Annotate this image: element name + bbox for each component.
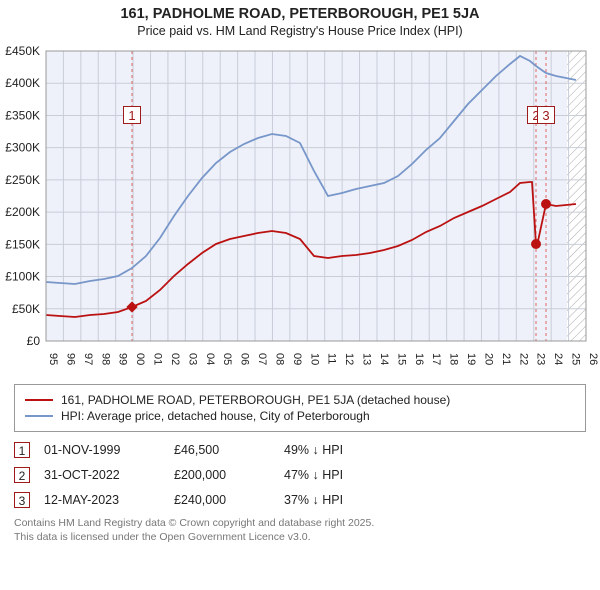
price-marker-2[interactable] xyxy=(531,239,541,249)
table-row-2-date: 31-OCT-2022 xyxy=(44,468,174,482)
legend-swatch-hpi xyxy=(25,415,53,417)
svg-text:99: 99 xyxy=(117,353,129,365)
svg-text:22: 22 xyxy=(517,353,529,365)
annotation-marker-1[interactable]: 1 xyxy=(123,106,141,124)
svg-text:01: 01 xyxy=(152,353,164,365)
svg-text:00: 00 xyxy=(134,353,146,365)
svg-text:96: 96 xyxy=(64,353,76,365)
svg-text:25: 25 xyxy=(570,353,582,365)
svg-text:£0: £0 xyxy=(27,334,41,348)
table-row-2-price: £200,000 xyxy=(174,468,284,482)
svg-text:95: 95 xyxy=(47,353,59,365)
future-hatch-pattern xyxy=(567,51,586,341)
svg-text:98: 98 xyxy=(99,353,111,365)
table-row-3-price: £240,000 xyxy=(174,493,284,507)
svg-text:26: 26 xyxy=(587,353,599,365)
svg-text:09: 09 xyxy=(291,353,303,365)
svg-text:£50K: £50K xyxy=(12,302,40,316)
svg-text:£450K: £450K xyxy=(5,46,40,58)
svg-text:04: 04 xyxy=(204,353,216,365)
table-row-1-price: £46,500 xyxy=(174,443,284,457)
table-row-3-hpi-diff: 37% ↓ HPI xyxy=(284,493,424,507)
svg-text:£200K: £200K xyxy=(5,205,40,219)
table-row-1: 1 01-NOV-1999 £46,500 49% ↓ HPI xyxy=(14,442,586,458)
svg-text:10: 10 xyxy=(308,353,320,365)
svg-text:08: 08 xyxy=(273,353,285,365)
svg-text:£300K: £300K xyxy=(5,141,40,155)
table-row-1-number: 1 xyxy=(14,442,30,458)
svg-text:24: 24 xyxy=(552,353,564,365)
annotation-marker-3[interactable]: 3 xyxy=(537,106,555,124)
chart-footer: Contains HM Land Registry data © Crown c… xyxy=(14,517,586,544)
table-row-3-date: 12-MAY-2023 xyxy=(44,493,174,507)
table-row-2: 2 31-OCT-2022 £200,000 47% ↓ HPI xyxy=(14,467,586,483)
svg-text:11: 11 xyxy=(326,353,338,364)
svg-text:03: 03 xyxy=(186,353,198,365)
svg-text:12: 12 xyxy=(343,353,355,365)
svg-text:£100K: £100K xyxy=(5,270,40,284)
svg-text:06: 06 xyxy=(239,353,251,365)
svg-text:18: 18 xyxy=(448,353,460,365)
y-axis-labels: £0 £50K £100K £150K £200K £250K £300K £350K £400… xyxy=(5,46,40,348)
legend-row-price-paid: 161, PADHOLME ROAD, PETERBOROUGH, PE1 5J… xyxy=(25,393,575,407)
legend-swatch-price-paid xyxy=(25,399,53,401)
chart-titles: 161, PADHOLME ROAD, PETERBOROUGH, PE1 5J… xyxy=(0,0,600,38)
svg-text:16: 16 xyxy=(413,353,425,365)
chart-subtitle: Price paid vs. HM Land Registry's House … xyxy=(0,24,600,38)
svg-text:14: 14 xyxy=(378,353,390,365)
footer-line-2: This data is licensed under the Open Gov… xyxy=(14,531,586,545)
table-row-2-number: 2 xyxy=(14,467,30,483)
table-row-1-date: 01-NOV-1999 xyxy=(44,443,174,457)
chart-title: 161, PADHOLME ROAD, PETERBOROUGH, PE1 5J… xyxy=(0,6,600,22)
chart-page: { "title": "161, PADHOLME ROAD, PETERBOR… xyxy=(0,0,600,590)
svg-text:£350K: £350K xyxy=(5,108,40,122)
chart-legend: 161, PADHOLME ROAD, PETERBOROUGH, PE1 5J… xyxy=(14,384,586,432)
svg-text:20: 20 xyxy=(482,353,494,365)
table-row-3-number: 3 xyxy=(14,492,30,508)
svg-text:21: 21 xyxy=(500,353,512,365)
svg-text:£150K: £150K xyxy=(5,237,40,251)
legend-row-hpi: HPI: Average price, detached house, City… xyxy=(25,409,575,423)
svg-text:£400K: £400K xyxy=(5,76,40,90)
footer-line-1: Contains HM Land Registry data © Crown c… xyxy=(14,517,586,531)
table-row-2-hpi-diff: 47% ↓ HPI xyxy=(284,468,424,482)
plot-background xyxy=(46,51,586,341)
chart-area: £0 £50K £100K £150K £200K £250K £300K £350K £400… xyxy=(0,46,600,376)
x-axis-labels: 95 96 97 98 99 00 01 02 03 04 05 06 07 08 09 10 11 12 13 14… xyxy=(47,353,599,365)
svg-text:23: 23 xyxy=(535,353,547,365)
svg-text:17: 17 xyxy=(430,353,442,365)
svg-text:02: 02 xyxy=(169,353,181,365)
svg-text:19: 19 xyxy=(465,353,477,365)
legend-label-price-paid: 161, PADHOLME ROAD, PETERBOROUGH, PE1 5J… xyxy=(61,393,450,407)
svg-text:£250K: £250K xyxy=(5,173,40,187)
table-row-1-hpi-diff: 49% ↓ HPI xyxy=(284,443,424,457)
annotations-table: 1 01-NOV-1999 £46,500 49% ↓ HPI 2 31-OCT… xyxy=(14,442,586,508)
svg-text:15: 15 xyxy=(395,353,407,365)
table-row-3: 3 12-MAY-2023 £240,000 37% ↓ HPI xyxy=(14,492,586,508)
svg-text:13: 13 xyxy=(361,353,373,365)
svg-text:97: 97 xyxy=(82,353,94,365)
svg-text:07: 07 xyxy=(256,353,268,365)
price-chart-svg[interactable]: £0 £50K £100K £150K £200K £250K £300K £350K £400… xyxy=(0,46,600,376)
price-marker-3[interactable] xyxy=(541,199,551,209)
legend-label-hpi: HPI: Average price, detached house, City… xyxy=(61,409,370,423)
svg-text:05: 05 xyxy=(221,353,233,365)
